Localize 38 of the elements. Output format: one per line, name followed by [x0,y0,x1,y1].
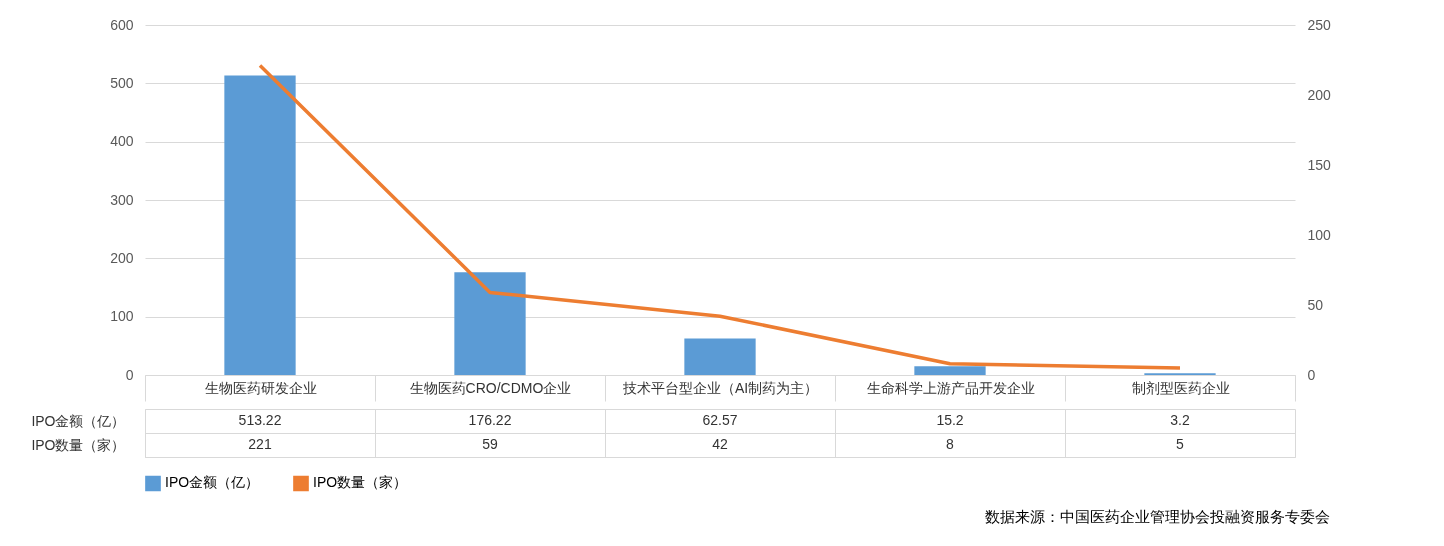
line-series [258,63,1182,370]
legend-label: IPO金额（亿） [165,474,260,491]
source-note: 数据来源：中国医药企业管理协会投融资服务专委会 [985,508,1331,525]
x-tick-label: 生物医药研发企业 [204,379,317,396]
text: IPO金额（亿） [31,412,126,429]
legend-label: IPO数量（家） [313,474,408,491]
x-tick-label: 生命科学上游产品开发企业 [866,379,1035,396]
x-tick-label: 技术平台型企业（AI制药为主） [621,379,819,396]
bar [914,366,986,375]
text: IPO数量（家） [31,436,126,453]
y2-tick-label: 200 [1307,86,1332,103]
data-label: 221 [248,436,272,452]
y2-tick-label: 250 [1307,16,1332,33]
y2-tick-label: 50 [1307,296,1324,313]
y-tick-label: 100 [110,308,134,325]
y-tick-label: 500 [110,74,134,91]
bar [684,338,756,375]
data-label: 176.22 [468,412,512,428]
bar [454,272,526,375]
x-tick-label: 生物医药CRO/CDMO企业 [409,379,572,396]
bar [224,75,296,375]
y-tick-label: 300 [110,191,134,208]
data-label: 59 [482,436,498,452]
y-tick-label: 0 [125,366,134,383]
y-tick-label: 200 [110,249,134,266]
data-label: 5 [1176,436,1185,452]
y-tick-label: 400 [110,133,134,150]
data-label: 15.2 [936,412,964,428]
y2-tick-label: 0 [1307,366,1316,383]
data-label: 8 [946,436,955,452]
y-tick-label: 600 [110,16,134,33]
y2-tick-label: 150 [1307,156,1332,173]
data-label: 42 [712,436,728,452]
data-label: 3.2 [1170,412,1190,428]
data-label: 62.57 [702,412,738,428]
x-tick-label: 制剂型医药企业 [1131,379,1230,396]
data-label: 513.22 [238,412,282,428]
y2-tick-label: 100 [1307,226,1332,243]
